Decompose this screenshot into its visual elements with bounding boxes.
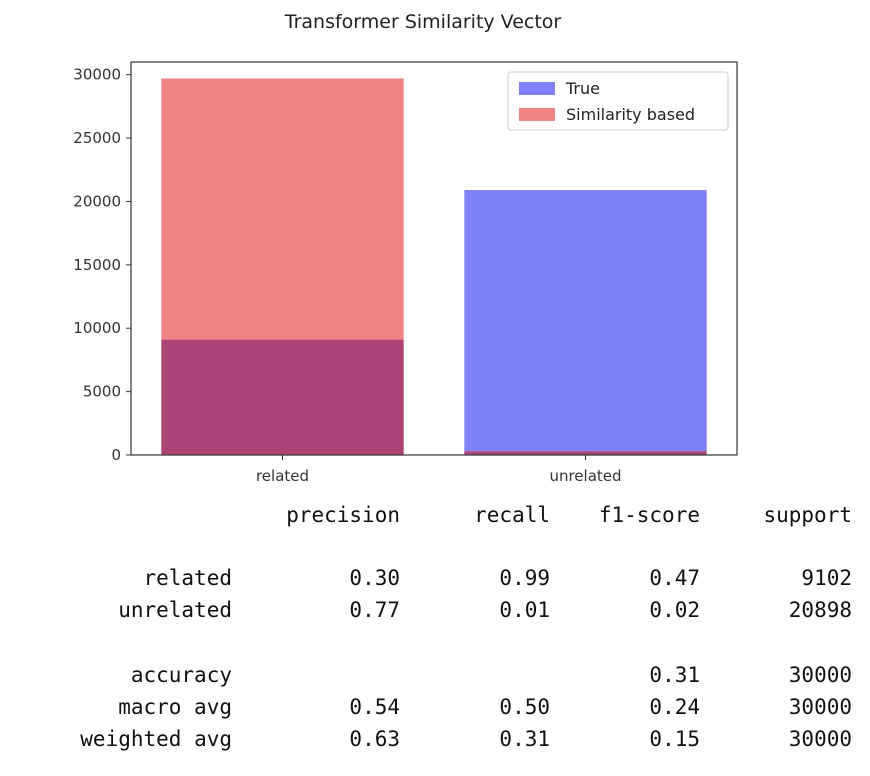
row-f1: 0.47 <box>649 566 700 590</box>
row-f1: 0.15 <box>649 727 700 751</box>
header-precision: precision <box>286 503 400 527</box>
row-f1: 0.24 <box>649 695 700 719</box>
row-label: accuracy <box>130 663 232 687</box>
legend-label-similarity-based: Similarity based <box>566 105 695 124</box>
x-tick-label-unrelated: unrelated <box>549 467 621 485</box>
row-support: 30000 <box>788 695 852 719</box>
row-label: unrelated <box>118 598 232 622</box>
bar-similarity-based-related <box>161 78 404 340</box>
legend-swatch-similarity-based <box>519 108 555 121</box>
row-recall: 0.99 <box>499 566 550 590</box>
row-support: 30000 <box>788 663 852 687</box>
y-tick-label: 5000 <box>83 383 121 401</box>
row-recall: 0.50 <box>499 695 550 719</box>
bar-true-unrelated <box>464 190 707 452</box>
classification-report: precision recall f1-score support relate… <box>0 498 870 768</box>
legend-box <box>507 71 729 131</box>
x-tick-label-related: related <box>256 467 309 485</box>
y-tick-label: 15000 <box>73 256 121 274</box>
row-label: related <box>143 566 232 590</box>
chart-title: Transformer Similarity Vector <box>284 11 562 33</box>
legend-swatch-true <box>519 82 555 95</box>
row-precision: 0.77 <box>349 598 400 622</box>
y-tick-label: 30000 <box>73 66 121 84</box>
header-f1-score: f1-score <box>598 503 700 527</box>
header-recall: recall <box>474 503 550 527</box>
row-recall: 0.01 <box>499 598 550 622</box>
row-recall: 0.31 <box>499 727 550 751</box>
bar-chart: Transformer Similarity Vector related unr… <box>73 11 738 485</box>
chart-legend: True Similarity based <box>507 71 729 131</box>
plot-area: related unrelated 0 5000 10000 15000 20000 2500… <box>73 61 738 485</box>
y-tick-label: 10000 <box>73 319 121 337</box>
row-f1: 0.02 <box>649 598 700 622</box>
y-tick-label: 20000 <box>73 192 121 210</box>
row-support: 20898 <box>788 598 852 622</box>
row-f1: 0.31 <box>649 663 700 687</box>
bar-similarity-based-unrelated <box>464 451 707 455</box>
bar-true-related <box>161 339 404 455</box>
plot-frame <box>130 61 738 456</box>
row-support: 30000 <box>788 727 852 751</box>
row-precision: 0.54 <box>349 695 400 719</box>
row-label: macro avg <box>118 695 232 719</box>
row-precision: 0.63 <box>349 727 400 751</box>
y-tick-label: 25000 <box>73 129 121 147</box>
legend-label-true: True <box>565 79 600 98</box>
header-support: support <box>763 503 852 527</box>
row-precision: 0.30 <box>349 566 400 590</box>
row-label: weighted avg <box>80 727 232 751</box>
row-support: 9102 <box>801 566 852 590</box>
y-tick-label: 0 <box>111 446 121 464</box>
